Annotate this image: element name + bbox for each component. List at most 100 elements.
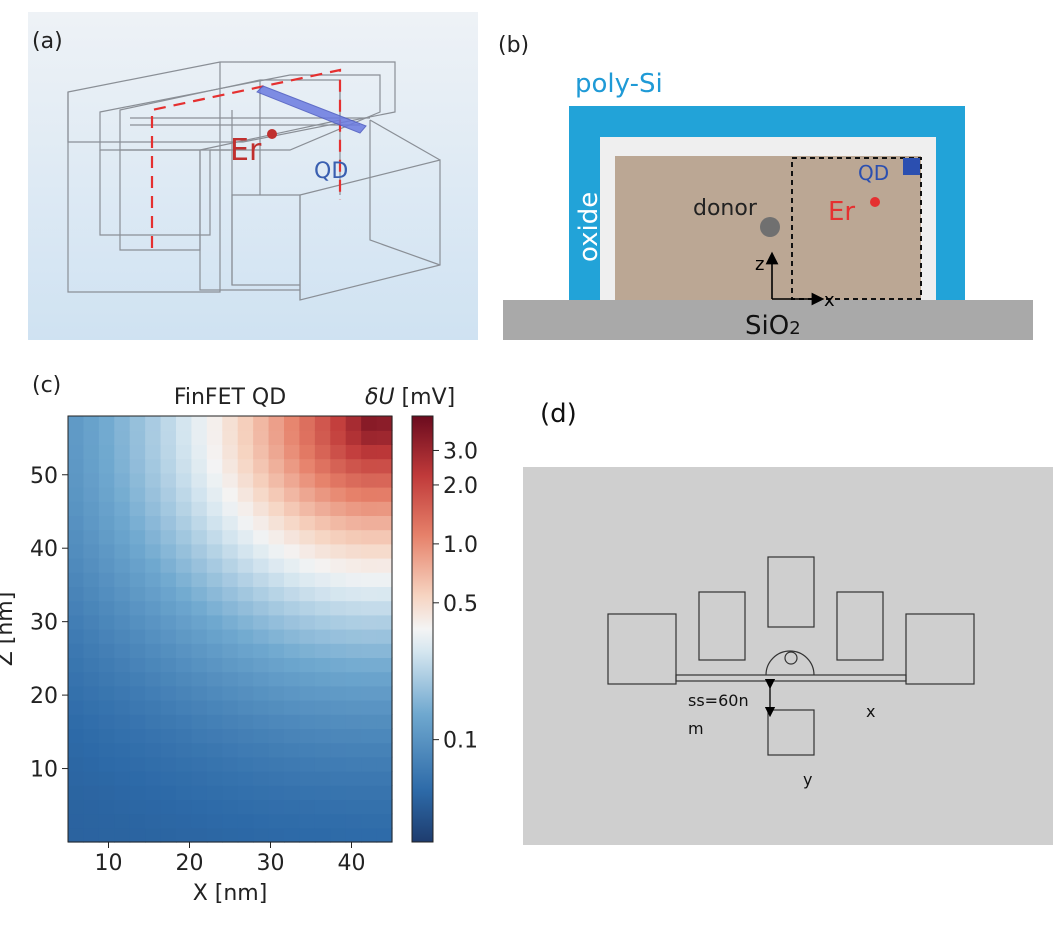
heatmap-cell — [160, 827, 177, 843]
heatmap-cell — [206, 714, 223, 729]
heatmap-cell — [376, 785, 393, 800]
heatmap-cell — [376, 685, 393, 701]
heatmap-cell — [68, 657, 85, 673]
heatmap-cell — [176, 572, 193, 587]
heatmap-cell — [98, 671, 115, 687]
heatmap-cell — [253, 700, 270, 715]
heatmap-cell — [145, 756, 162, 772]
heatmap-cell — [145, 785, 162, 800]
heatmap-cell — [68, 756, 85, 772]
qd-gate-bar — [256, 85, 367, 134]
heatmap-cell — [160, 472, 177, 488]
heatmap-cell — [376, 643, 393, 658]
heatmap-cell — [361, 600, 378, 616]
heatmap-cell — [129, 501, 146, 516]
heatmap-cell — [284, 614, 301, 630]
heatmap-cell — [253, 515, 270, 531]
heatmap-cell — [299, 756, 316, 772]
heatmap-cell — [376, 416, 393, 431]
heatmap-cell — [191, 671, 208, 687]
heatmap-cell — [345, 785, 362, 800]
er-marker-b — [870, 197, 880, 207]
heatmap-cell — [237, 515, 254, 531]
heatmap-cell — [129, 742, 146, 758]
heatmap-cell — [206, 458, 223, 474]
heatmap-cell — [145, 529, 162, 545]
heatmap-cell — [314, 543, 331, 559]
heatmap-cell — [145, 629, 162, 644]
heatmap-cell — [268, 543, 285, 559]
heatmap-cell — [345, 572, 362, 587]
heatmap-cell — [299, 785, 316, 800]
heatmap-cell — [253, 444, 270, 460]
heatmap-cell — [83, 600, 100, 616]
heatmap-cell — [284, 430, 301, 445]
y-tick-label: 40 — [30, 537, 58, 562]
heatmap-cell — [98, 756, 115, 772]
heatmap-cell — [129, 430, 146, 445]
heatmap-cell — [206, 827, 223, 843]
heatmap-cell — [330, 771, 347, 786]
heatmap-cell — [314, 600, 331, 616]
heatmap-cell — [68, 643, 85, 658]
heatmap-cell — [361, 543, 378, 559]
heatmap-cell — [299, 813, 316, 829]
heatmap-cell — [129, 487, 146, 502]
heatmap-cell — [299, 799, 316, 815]
heatmap-cell — [191, 515, 208, 531]
heatmap-cell — [361, 771, 378, 786]
heatmap-cell — [299, 643, 316, 658]
heatmap-cell — [176, 827, 193, 843]
heatmap-cell — [160, 714, 177, 729]
heatmap-cell — [253, 529, 270, 545]
heatmap-cell — [114, 614, 131, 630]
heatmap-cell — [98, 430, 115, 445]
gate-right — [836, 591, 884, 661]
heatmap-cell — [314, 657, 331, 673]
heatmap-cell — [330, 529, 347, 545]
heatmap-cell — [299, 827, 316, 843]
heatmap-cell — [222, 472, 239, 488]
heatmap-cell — [284, 629, 301, 644]
heatmap-cell — [361, 813, 378, 829]
panel-c: (c) FinFET QD δU [mV] 10 20 30 40 10 20 30 40 5… — [0, 373, 478, 906]
heatmap-cell — [191, 827, 208, 843]
heatmap-cell — [284, 586, 301, 602]
panel-d-label: (d) — [540, 399, 577, 429]
heatmap-cell — [299, 444, 316, 460]
heatmap-cell — [145, 487, 162, 502]
heatmap-cell — [330, 458, 347, 474]
heatmap-cell — [268, 827, 285, 843]
heatmap-cell — [160, 657, 177, 673]
heatmap-cell — [98, 813, 115, 829]
heatmap-cell — [345, 444, 362, 460]
heatmap-cell — [206, 501, 223, 516]
heatmap-cell — [299, 458, 316, 474]
heatmap-cell — [237, 543, 254, 559]
heatmap-cell — [98, 643, 115, 658]
heatmap-cell — [68, 600, 85, 616]
heatmap-cell — [330, 827, 347, 843]
z-axis-label: z — [755, 254, 764, 275]
heatmap-cell — [299, 742, 316, 758]
heatmap-cell — [237, 728, 254, 744]
heatmap-cell — [330, 685, 347, 701]
right-reservoir — [905, 613, 975, 685]
heatmap-cell — [114, 813, 131, 829]
heatmap-cell — [145, 714, 162, 729]
heatmap-cell — [376, 614, 393, 630]
heatmap-cell — [268, 714, 285, 729]
heatmap-cell — [98, 827, 115, 843]
heatmap-cell — [237, 785, 254, 800]
heatmap-cell — [376, 558, 393, 573]
heatmap-cell — [222, 501, 239, 516]
heatmap-cell — [314, 785, 331, 800]
heatmap-cell — [253, 771, 270, 786]
heatmap-cell — [160, 785, 177, 800]
heatmap-cell — [253, 657, 270, 673]
heatmap-cell — [68, 742, 85, 758]
heatmap-cell — [299, 430, 316, 445]
heatmap-cell — [299, 515, 316, 531]
qd-region-dashed-box — [791, 157, 922, 300]
heatmap-cell — [330, 430, 347, 445]
